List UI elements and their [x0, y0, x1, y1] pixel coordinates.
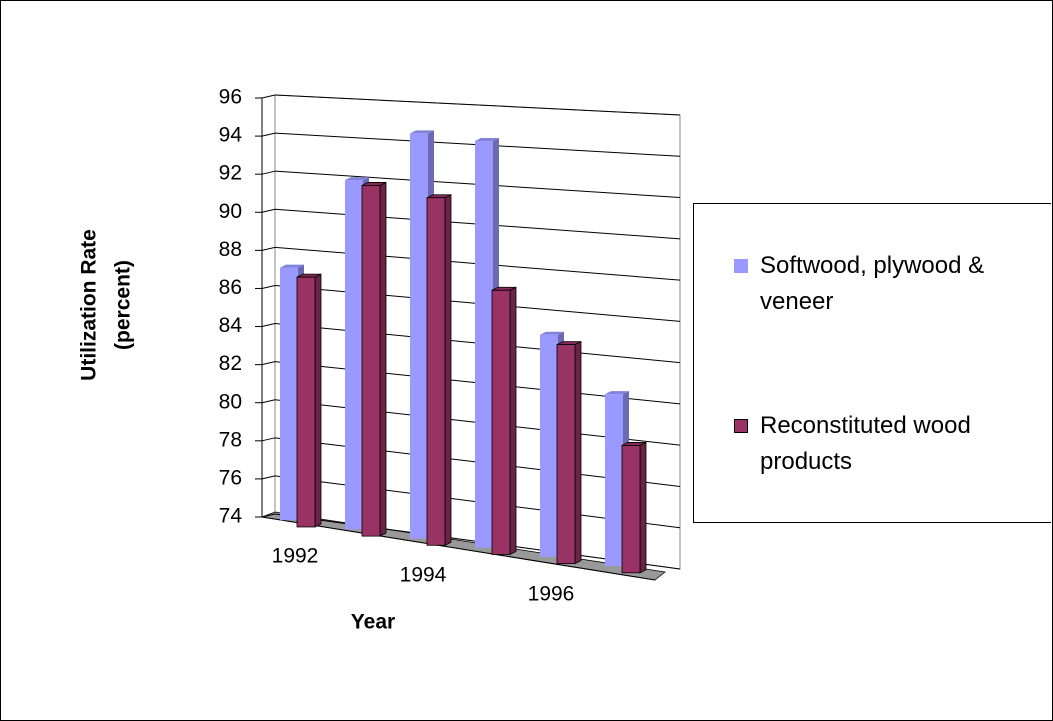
legend-item: Softwood, plywood & veneer — [734, 248, 1053, 320]
bar — [475, 141, 493, 548]
depth-line — [261, 323, 276, 328]
bar-side — [379, 181, 387, 537]
grid-line — [274, 94, 681, 116]
bar-side — [639, 441, 647, 574]
legend-label: Softwood, plywood & veneer — [760, 252, 985, 315]
y-tick-label: 86 — [219, 276, 242, 299]
y-tick-label: 92 — [219, 162, 242, 185]
depth-line — [261, 94, 276, 99]
bar — [491, 289, 511, 555]
depth-line — [261, 284, 276, 289]
legend-item: Reconstituted wood products — [734, 408, 1053, 480]
bar-side — [314, 273, 322, 528]
bar-side — [509, 286, 517, 556]
x-axis — [261, 516, 656, 581]
legend: Softwood, plywood & veneer Reconstituted … — [693, 203, 1051, 523]
bar-top — [410, 130, 434, 134]
depth-line — [261, 437, 276, 442]
depth-line — [261, 475, 276, 480]
y-tick-label: 78 — [219, 428, 242, 451]
x-tick-label: 1996 — [528, 583, 575, 606]
bar — [280, 267, 298, 521]
depth-line — [261, 208, 276, 213]
y-axis-label: (percent) — [112, 260, 135, 350]
legend-swatch — [734, 419, 748, 433]
depth-line — [261, 513, 276, 518]
y-tick-label: 84 — [219, 314, 243, 337]
depth-line — [261, 361, 276, 366]
y-tick-label: 88 — [219, 238, 242, 261]
x-axis-label: Year — [351, 611, 395, 634]
bar — [621, 445, 641, 574]
y-tick-label: 90 — [219, 200, 242, 223]
bar-top — [540, 331, 564, 335]
bar — [410, 133, 428, 539]
legend-label: Reconstituted wood products — [760, 412, 971, 475]
bar-top — [345, 177, 369, 181]
bar — [296, 276, 316, 528]
y-tick-label: 80 — [219, 390, 242, 413]
bar — [361, 185, 381, 537]
bar — [605, 394, 623, 567]
bar-top — [280, 264, 304, 268]
depth-line — [261, 246, 276, 251]
bar — [540, 334, 558, 557]
x-tick-label: 1994 — [400, 564, 447, 587]
bar — [345, 180, 363, 530]
legend-swatch — [734, 259, 748, 273]
bar-side — [574, 340, 582, 565]
bar-top — [605, 391, 629, 395]
y-tick-label: 76 — [219, 466, 242, 489]
x-tick-label: 1992 — [272, 545, 319, 568]
bar-top — [475, 138, 499, 142]
depth-line — [261, 170, 276, 175]
y-tick-label: 82 — [219, 352, 242, 375]
bar — [426, 197, 446, 546]
y-tick-label: 94 — [219, 124, 243, 147]
depth-line — [261, 132, 276, 137]
y-tick-label: 96 — [219, 86, 242, 109]
y-tick-label: 74 — [219, 505, 243, 528]
depth-line — [261, 399, 276, 404]
bar — [556, 344, 576, 565]
bar-side — [444, 194, 452, 546]
y-axis-label: Utilization Rate — [78, 229, 101, 381]
